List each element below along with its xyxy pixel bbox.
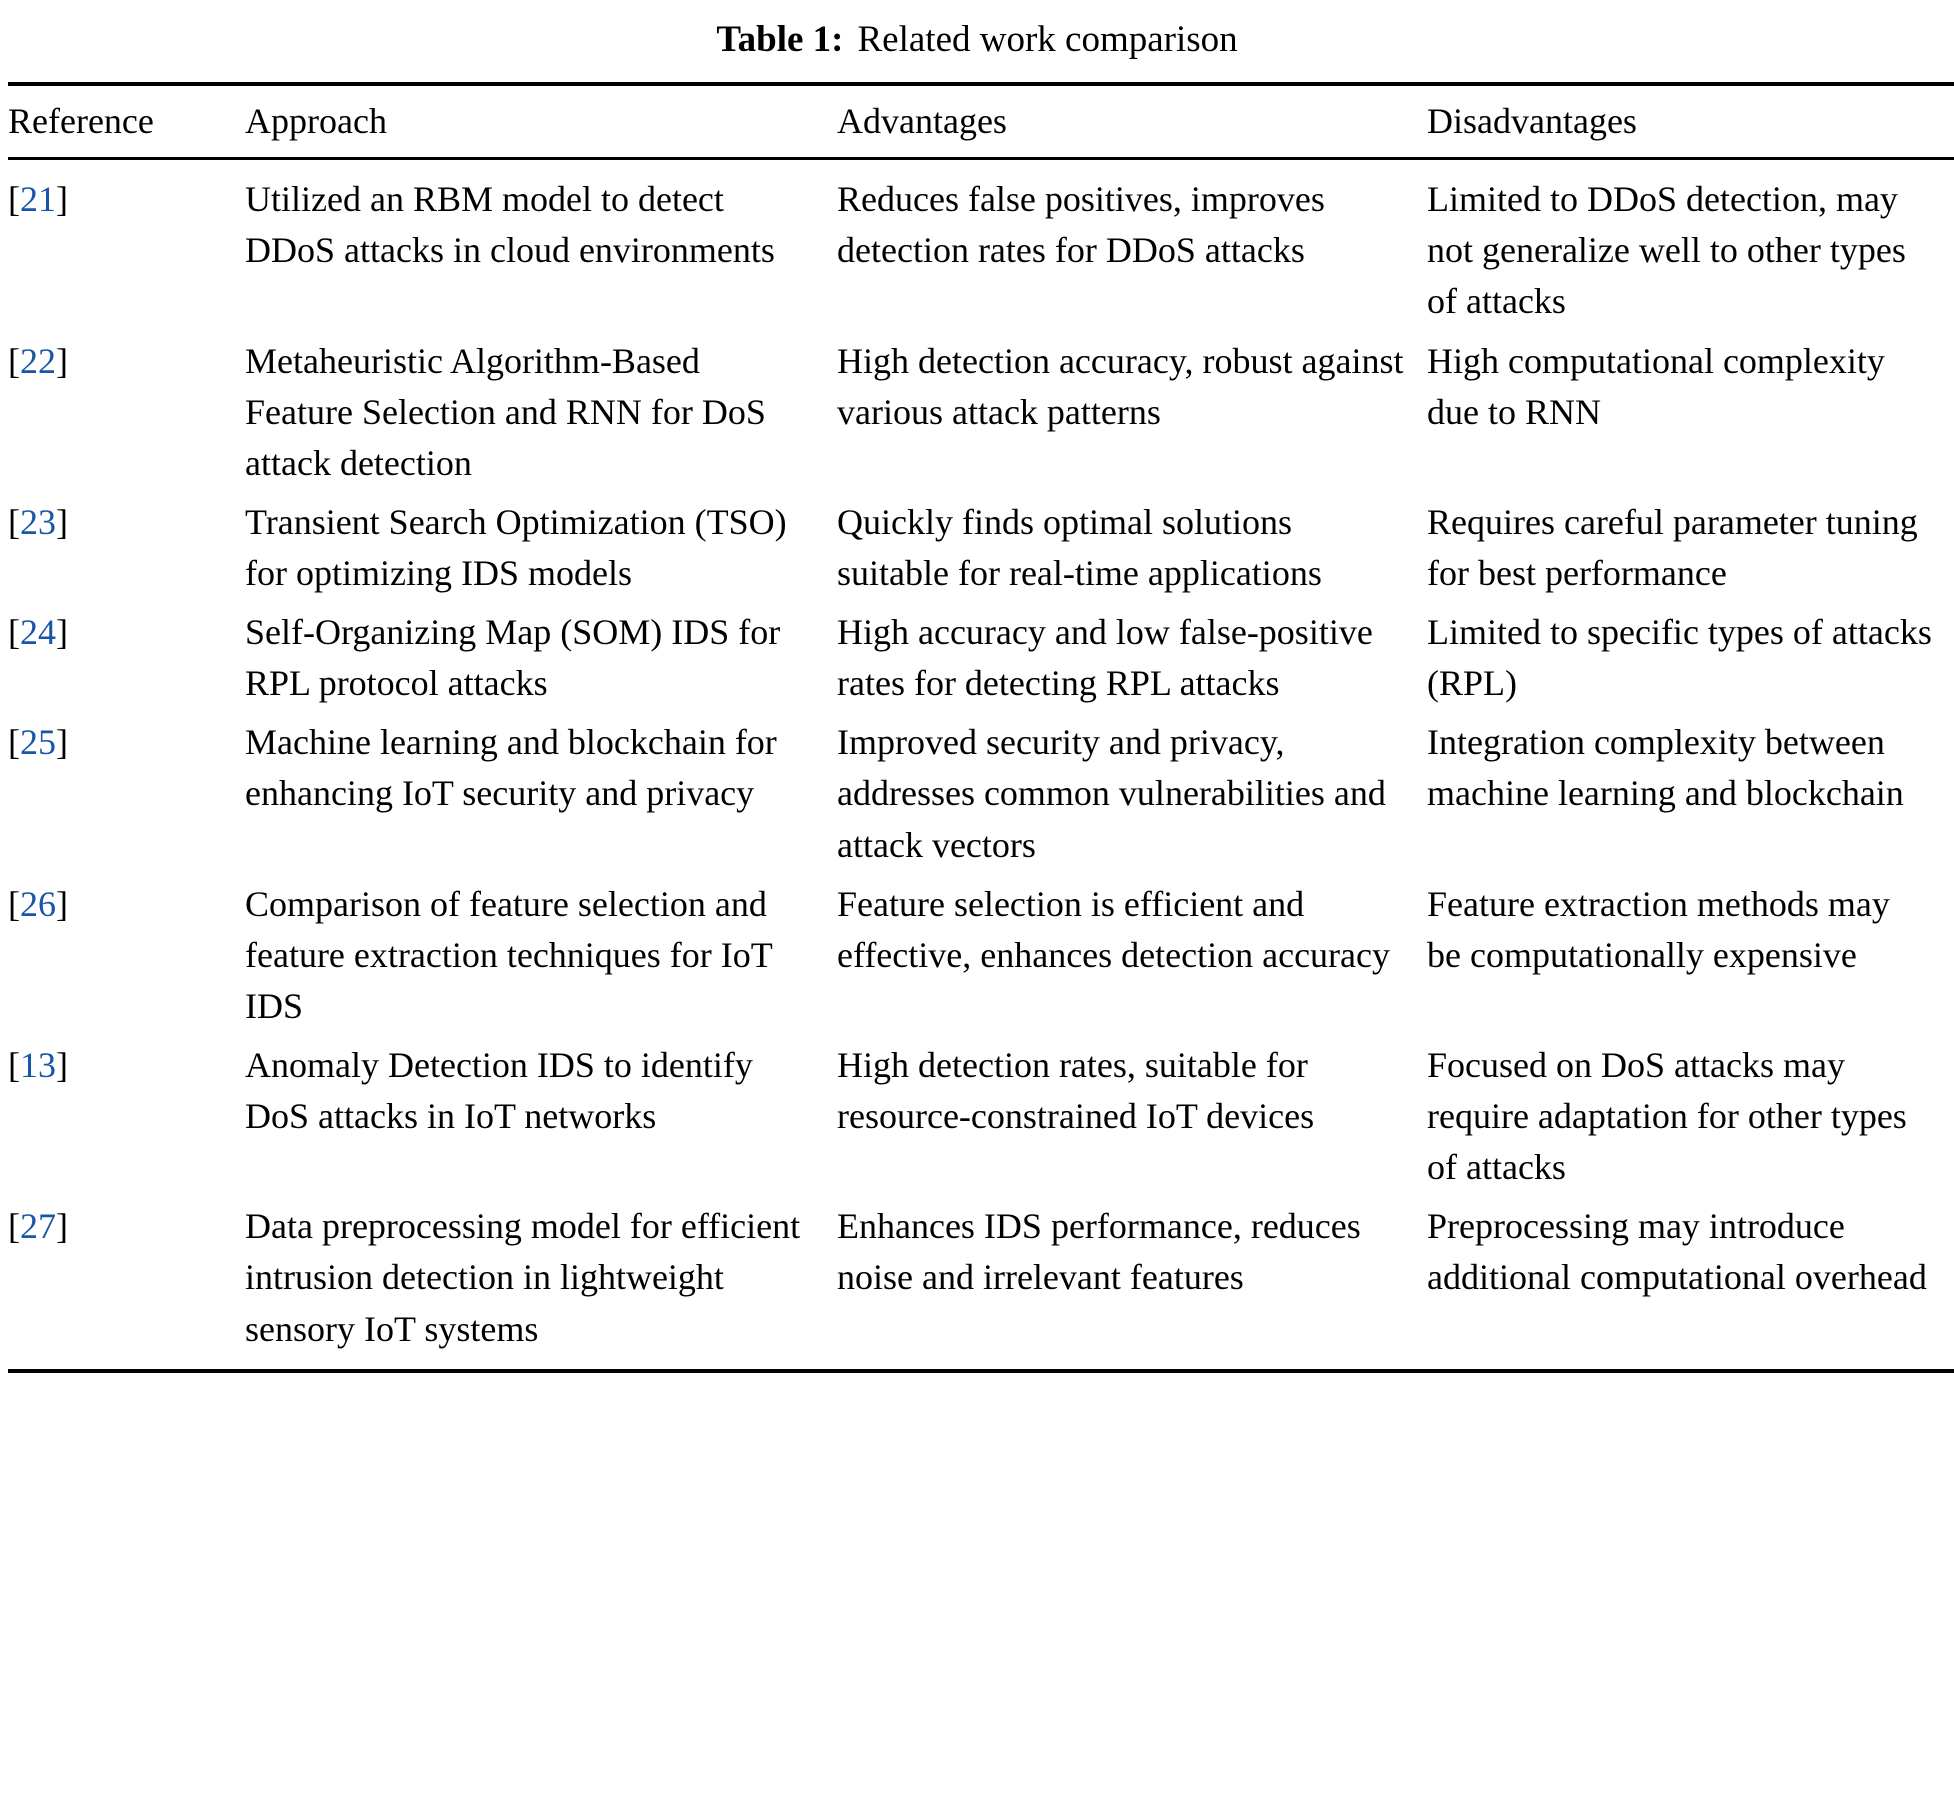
citation-link[interactable]: 24 — [20, 612, 56, 653]
reference-cell: [23] — [8, 493, 245, 603]
disadvantages-cell: Focused on DoS attacks may require adapt… — [1427, 1044, 1907, 1188]
advantages-cell: Reduces false positives, improves detect… — [837, 179, 1325, 271]
table-row: [23] Transient Search Optimization (TSO)… — [8, 493, 1954, 603]
approach-cell: Metaheuristic Algorithm-Based Feature Se… — [245, 340, 766, 483]
reference-cell: [27] — [8, 1197, 245, 1370]
citation-link[interactable]: 22 — [20, 340, 56, 381]
citation-link[interactable]: 25 — [20, 722, 56, 763]
advantages-cell: Quickly finds optimal solutions suitable… — [837, 501, 1322, 593]
table-row: [22] Metaheuristic Algorithm-Based Featu… — [8, 332, 1954, 493]
bracket-open: [ — [8, 612, 20, 653]
column-header-reference: Reference — [8, 84, 245, 161]
citation-link[interactable]: 27 — [20, 1206, 56, 1247]
bracket-open: [ — [8, 722, 20, 763]
related-work-table: Reference Approach Advantages Disadvanta… — [8, 82, 1954, 1373]
advantages-cell: Enhances IDS performance, reduces noise … — [837, 1206, 1361, 1298]
bracket-open: [ — [8, 501, 20, 542]
disadvantages-cell: Limited to DDoS detection, may not gener… — [1427, 179, 1906, 322]
citation-link[interactable]: 13 — [20, 1044, 56, 1085]
column-header-disadvantages: Disadvantages — [1427, 84, 1954, 161]
disadvantages-cell: Requires careful parameter tuning for be… — [1427, 501, 1918, 593]
citation-link[interactable]: 26 — [20, 883, 56, 924]
approach-cell: Self-Organizing Map (SOM) IDS for RPL pr… — [245, 612, 781, 704]
reference-cell: [22] — [8, 332, 245, 493]
reference-cell: [26] — [8, 875, 245, 1036]
disadvantages-cell: Limited to specific types of attacks (RP… — [1427, 612, 1932, 704]
table-row: [25] Machine learning and blockchain for… — [8, 713, 1954, 874]
reference-cell: [13] — [8, 1036, 245, 1197]
bracket-open: [ — [8, 340, 20, 381]
advantages-cell: Feature selection is efficient and effec… — [837, 883, 1390, 975]
table-header-row: Reference Approach Advantages Disadvanta… — [8, 84, 1954, 161]
advantages-cell: Improved security and privacy, addresses… — [837, 722, 1386, 865]
bracket-close: ] — [56, 612, 68, 653]
approach-cell: Machine learning and blockchain for enha… — [245, 722, 777, 814]
bracket-close: ] — [56, 501, 68, 542]
bracket-close: ] — [56, 722, 68, 763]
bracket-open: [ — [8, 179, 20, 220]
table-row: [13] Anomaly Detection IDS to identify D… — [8, 1036, 1954, 1197]
bracket-close: ] — [56, 340, 68, 381]
reference-cell: [21] — [8, 159, 245, 332]
approach-cell: Transient Search Optimization (TSO) for … — [245, 501, 787, 593]
advantages-cell: High accuracy and low false-positive rat… — [837, 612, 1373, 704]
column-header-advantages: Advantages — [837, 84, 1427, 161]
disadvantages-cell: Feature extraction methods may be comput… — [1427, 883, 1890, 975]
approach-cell: Anomaly Detection IDS to identify DoS at… — [245, 1044, 753, 1137]
citation-link[interactable]: 21 — [20, 179, 56, 220]
disadvantages-cell: Integration complexity between machine l… — [1427, 722, 1904, 814]
approach-cell: Data preprocessing model for efficient i… — [245, 1206, 801, 1349]
reference-cell: [24] — [8, 603, 245, 713]
citation-link[interactable]: 23 — [20, 501, 56, 542]
disadvantages-cell: Preprocessing may introduce additional c… — [1427, 1206, 1927, 1298]
bracket-open: [ — [8, 1206, 20, 1247]
approach-cell: Comparison of feature selection and feat… — [245, 883, 773, 1026]
table-caption-text: Related work comparison — [857, 19, 1238, 60]
bracket-close: ] — [56, 179, 68, 220]
disadvantages-cell: High computational complexity due to RNN — [1427, 340, 1885, 432]
advantages-cell: High detection accuracy, robust against … — [837, 340, 1404, 432]
table-row: [27] Data preprocessing model for effici… — [8, 1197, 1954, 1370]
bracket-close: ] — [56, 883, 68, 924]
bracket-close: ] — [56, 1206, 68, 1247]
bracket-close: ] — [56, 1044, 68, 1085]
table-row: [24] Self-Organizing Map (SOM) IDS for R… — [8, 603, 1954, 713]
bracket-open: [ — [8, 1044, 20, 1085]
table-row: [26] Comparison of feature selection and… — [8, 875, 1954, 1036]
column-header-approach: Approach — [245, 84, 837, 161]
reference-cell: [25] — [8, 713, 245, 874]
table-caption-label: Table 1: — [716, 19, 844, 60]
table-row: [21] Utilized an RBM model to detect DDo… — [8, 159, 1954, 332]
approach-cell: Utilized an RBM model to detect DDoS att… — [245, 179, 775, 271]
table-caption: Table 1: Related work comparison — [8, 16, 1946, 64]
bracket-open: [ — [8, 883, 20, 924]
advantages-cell: High detection rates, suitable for resou… — [837, 1044, 1315, 1137]
